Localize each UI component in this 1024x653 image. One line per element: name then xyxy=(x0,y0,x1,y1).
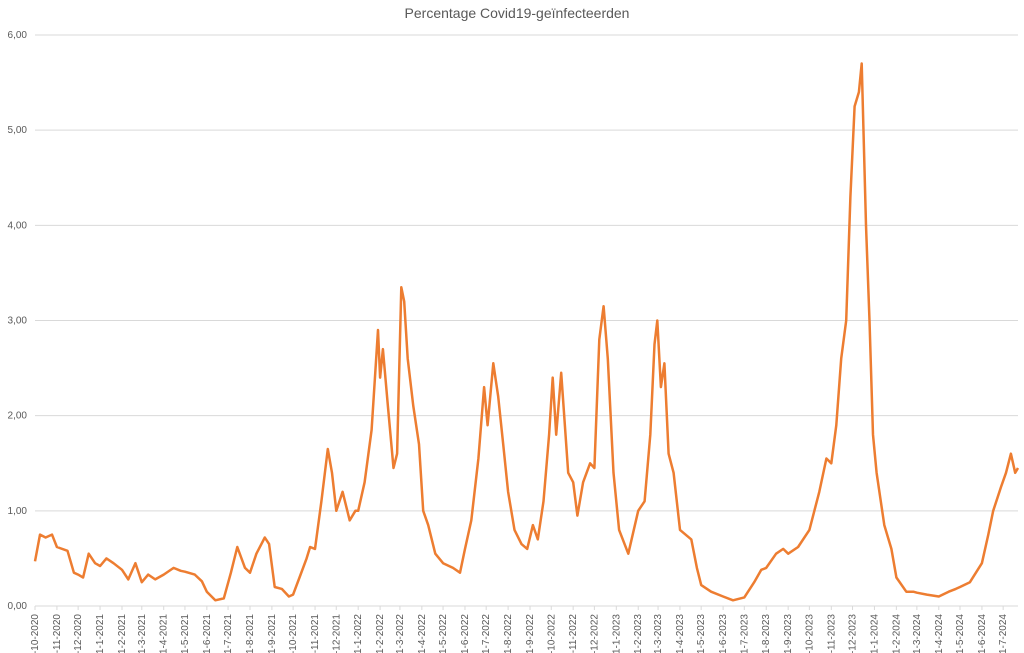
x-tick-label: 1-6-2021 xyxy=(202,614,213,653)
x-tick-label: 1-7-2021 xyxy=(223,614,234,653)
x-tick-label: 1-7-2023 xyxy=(739,614,750,653)
x-tick-label: 1-8-2022 xyxy=(503,614,514,653)
x-tick-label: 1-6-2023 xyxy=(718,614,729,653)
x-tick-label: 1-1-2024 xyxy=(869,614,880,653)
x-tick-label: 1-5-2021 xyxy=(180,614,191,653)
y-tick-label: 0,00 xyxy=(8,601,28,612)
x-tick-label: 1-9-2023 xyxy=(783,614,794,653)
x-tick-label: 1-5-2023 xyxy=(696,614,707,653)
x-tick-label: 1-12-2021 xyxy=(331,614,342,653)
x-tick-label: 1-3-2023 xyxy=(653,614,664,653)
y-tick-label: 6,00 xyxy=(8,30,28,41)
x-tick-label: 1-5-2024 xyxy=(955,614,966,653)
x-tick-label: 1-11-2021 xyxy=(310,614,321,653)
x-tick-label: 1-11-2022 xyxy=(568,614,579,653)
y-tick-label: 2,00 xyxy=(8,411,28,422)
x-tick-label: 1-10-2023 xyxy=(804,614,815,653)
x-tick-label: 1-7-2022 xyxy=(481,614,492,653)
x-tick-label: 1-11-2023 xyxy=(826,614,837,653)
x-tick-label: 1-7-2024 xyxy=(998,614,1009,653)
x-tick-label: 1-4-2021 xyxy=(159,614,170,653)
x-tick-label: 1-6-2022 xyxy=(460,614,471,653)
x-tick-label: 1-12-2023 xyxy=(848,614,859,653)
x-tick-label: 1-3-2022 xyxy=(395,614,406,653)
y-tick-label: 1,00 xyxy=(8,506,28,517)
chart-title: Percentage Covid19-geïnfecteerden xyxy=(405,5,630,21)
x-tick-label: 1-1-2021 xyxy=(95,614,106,653)
x-tick-label: 1-2-2024 xyxy=(891,614,902,653)
x-tick-label: 1-2-2022 xyxy=(375,614,386,653)
x-tick-label: 1-10-2021 xyxy=(288,614,299,653)
x-tick-label: 1-5-2022 xyxy=(438,614,449,653)
y-tick-label: 3,00 xyxy=(8,316,28,327)
x-tick-label: 1-8-2023 xyxy=(761,614,772,653)
x-tick-label: 1-8-2021 xyxy=(245,614,256,653)
x-tick-label: 1-11-2020 xyxy=(52,614,63,653)
x-tick-label: 1-12-2020 xyxy=(73,614,84,653)
y-tick-label: 4,00 xyxy=(8,220,28,231)
x-tick-label: 1-4-2023 xyxy=(675,614,686,653)
x-tick-label: 1-12-2022 xyxy=(589,614,600,653)
x-tick-label: 1-10-2022 xyxy=(546,614,557,653)
y-tick-label: 5,00 xyxy=(8,125,28,136)
x-tick-label: 1-1-2022 xyxy=(353,614,364,653)
x-tick-label: 1-3-2021 xyxy=(137,614,148,653)
line-series xyxy=(33,62,1020,602)
x-tick-label: 1-3-2024 xyxy=(912,614,923,653)
x-tick-label: 1-6-2024 xyxy=(977,614,988,653)
x-tick-label: 1-4-2022 xyxy=(417,614,428,653)
x-tick-label: 1-9-2021 xyxy=(267,614,278,653)
x-tick-label: 1-1-2023 xyxy=(611,614,622,653)
x-tick-label: 1-4-2024 xyxy=(934,614,945,653)
x-tick-label: 1-2-2021 xyxy=(117,614,128,653)
x-tick-label: 1-10-2020 xyxy=(30,614,41,653)
x-tick-label: 1-2-2023 xyxy=(633,614,644,653)
x-tick-label: 1-9-2022 xyxy=(525,614,536,653)
